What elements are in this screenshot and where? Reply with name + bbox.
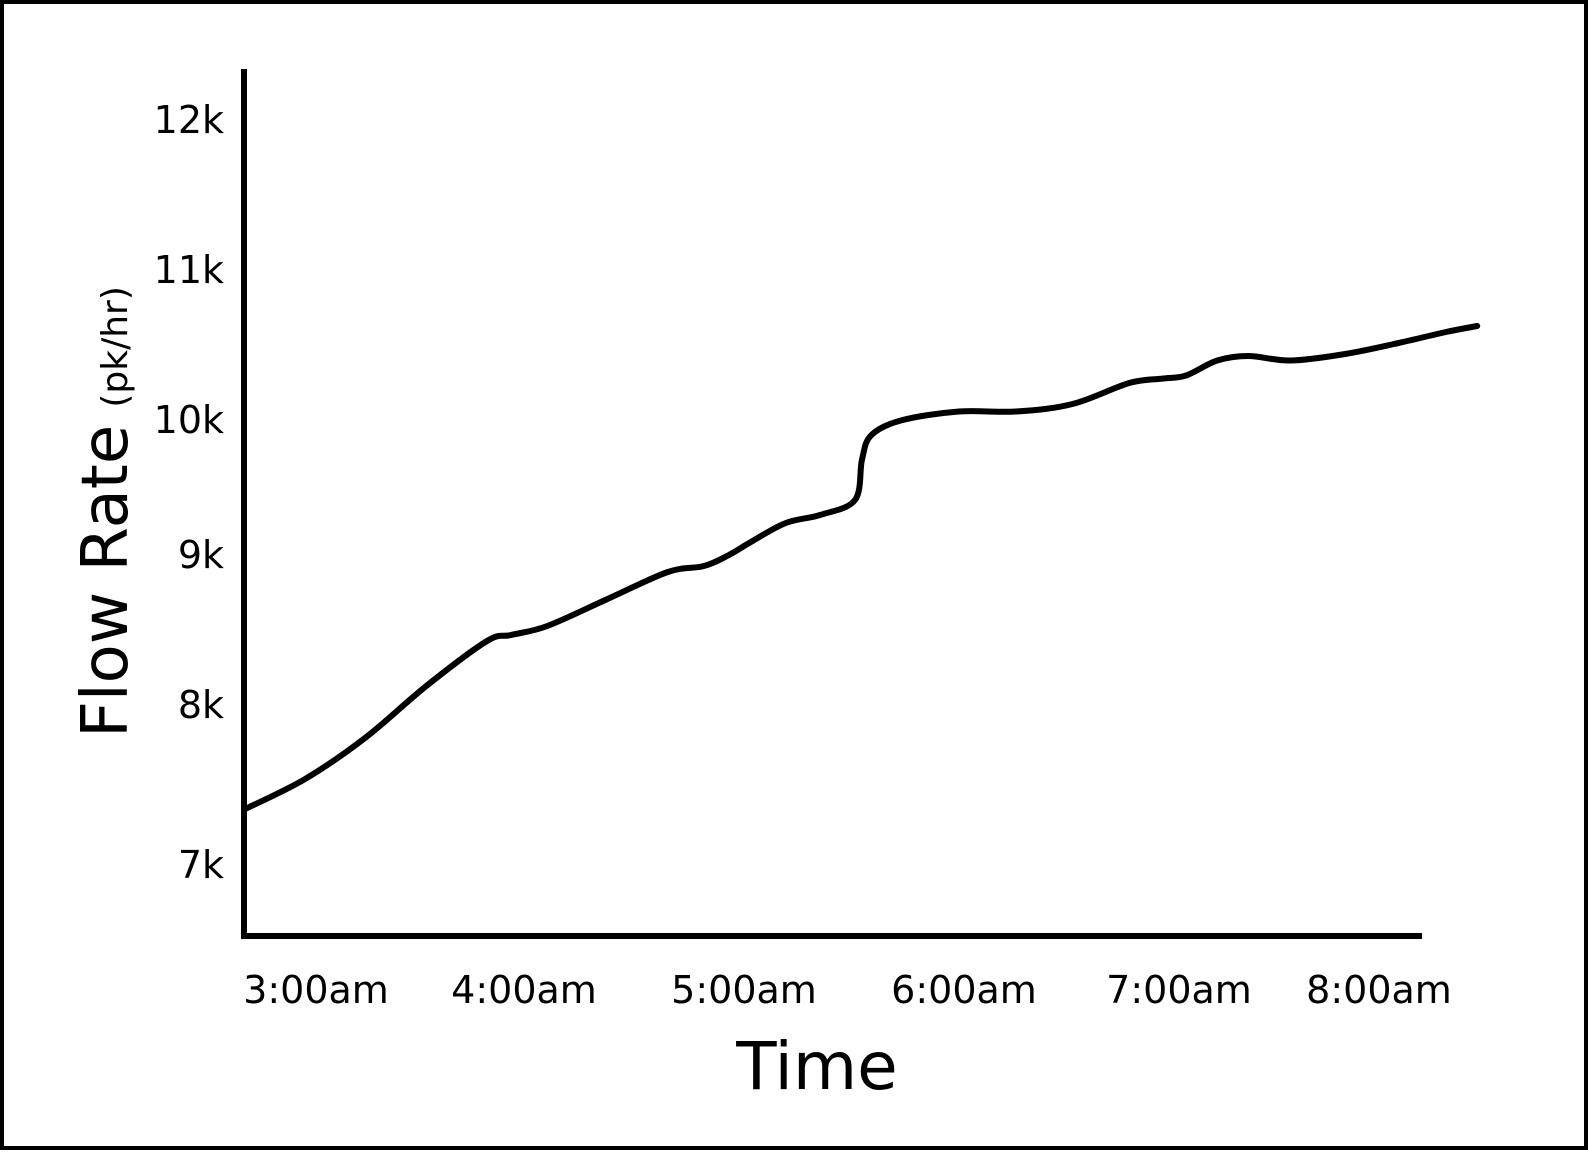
x-tick-label: 4:00am	[451, 968, 597, 1012]
x-tick-label: 6:00am	[891, 968, 1037, 1012]
y-axis-ticks: 7k 8k 9k 10k 11k 12k	[154, 98, 224, 887]
y-tick-label: 10k	[154, 398, 224, 442]
x-tick-label: 7:00am	[1106, 968, 1252, 1012]
y-tick-label: 11k	[154, 248, 224, 292]
y-axis-title-main: Flow Rate	[69, 425, 143, 738]
line-chart: 7k 8k 9k 10k 11k 12k 3:00am 4:00am 5:00am 6:00am…	[69, 69, 1481, 1105]
x-axis-ticks: 3:00am 4:00am 5:00am 6:00am 7:00am 8:00am	[243, 968, 1452, 1012]
y-tick-label: 7k	[178, 843, 224, 887]
y-tick-label: 9k	[178, 533, 224, 577]
flow-rate-line	[241, 323, 1481, 813]
x-tick-label: 3:00am	[243, 968, 389, 1012]
y-tick-label: 8k	[178, 683, 224, 727]
y-axis-title: Flow Rate (pk/hr)	[69, 286, 143, 738]
y-axis-title-unit: (pk/hr)	[95, 286, 136, 408]
x-tick-label: 8:00am	[1306, 968, 1452, 1012]
y-tick-label: 12k	[154, 98, 224, 142]
x-tick-label: 5:00am	[671, 968, 817, 1012]
x-axis-title: Time	[735, 1028, 898, 1105]
